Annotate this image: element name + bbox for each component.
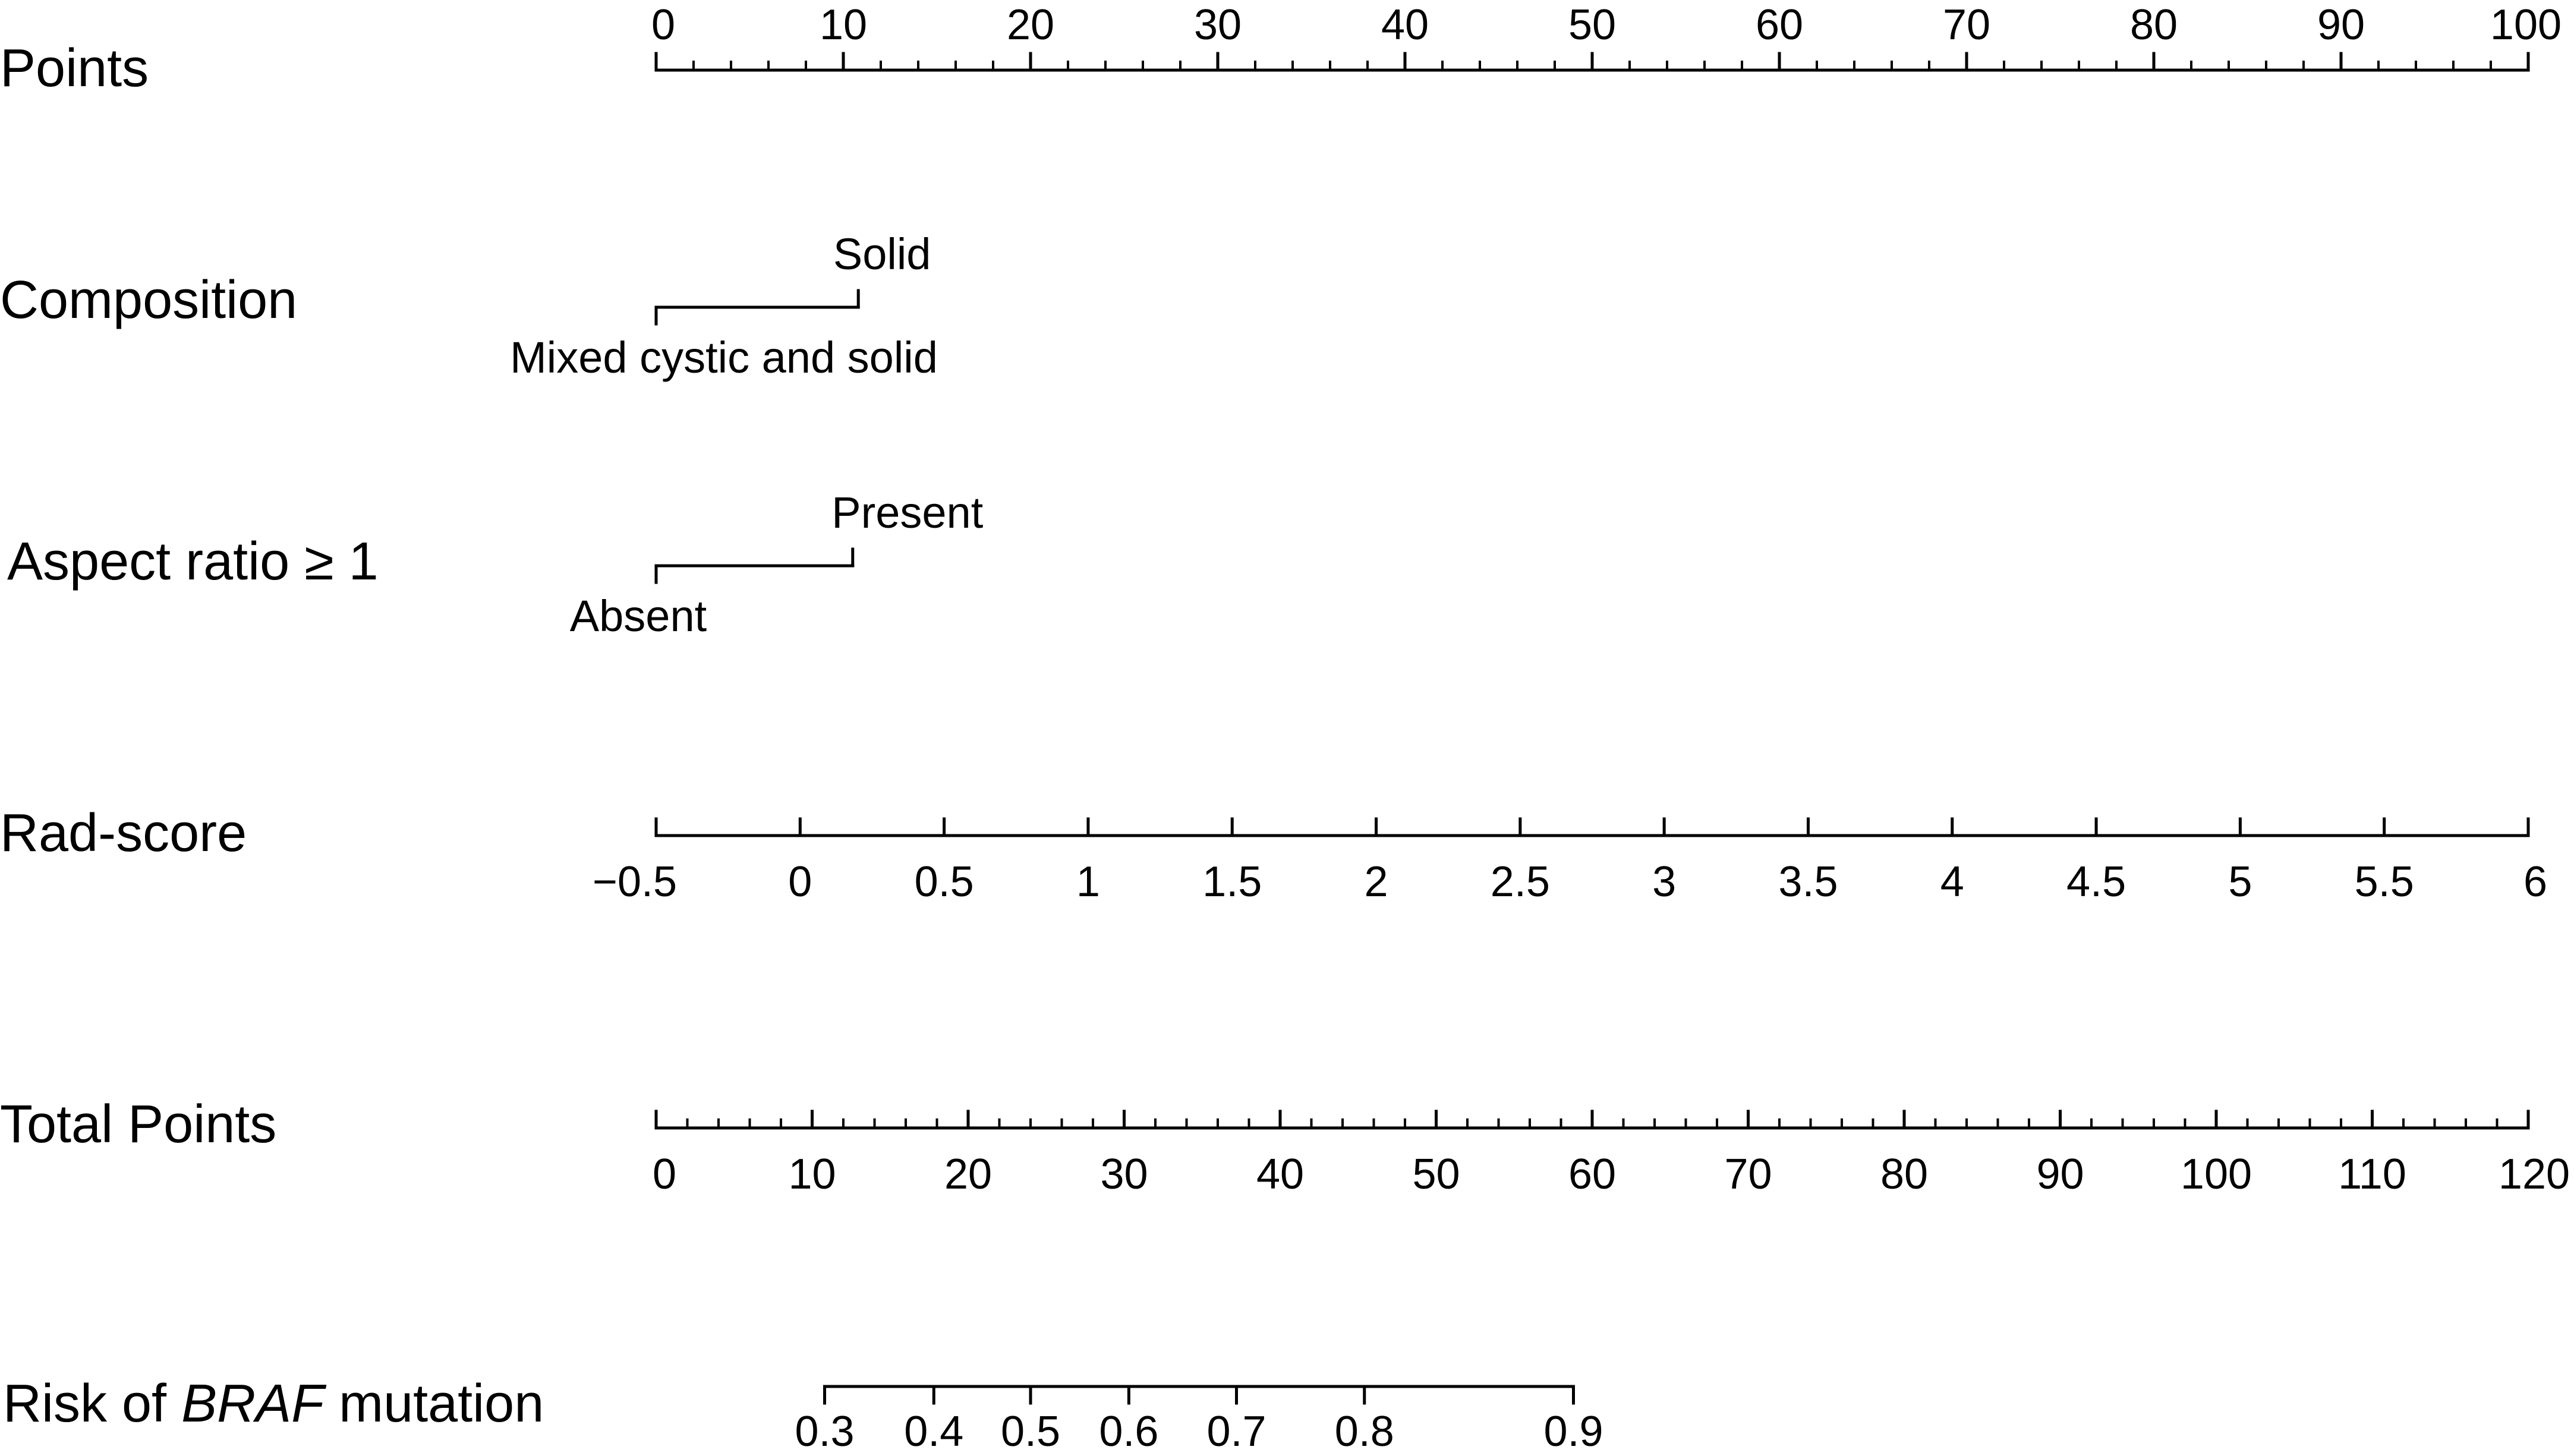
row-label-points: Points [0,39,149,98]
risk-tick-label: 0.9 [1543,1408,1603,1455]
composition-category-label: Solid [833,229,931,279]
total-points-tick-label: 110 [2338,1151,2406,1198]
points-tick-label: 30 [1194,1,1242,49]
risk-tick-label: 0.8 [1335,1408,1394,1455]
row-label-risk: Risk of BRAF mutation [3,1374,544,1433]
points-tick-label: 60 [1756,1,1803,49]
points-tick-label: 50 [1568,1,1616,49]
row-label-total-points: Total Points [0,1095,276,1154]
row-label-risk-post: mutation [324,1374,544,1433]
composition-category-label: Mixed cystic and solid [510,333,938,382]
rad-score-tick-label: 5.5 [2355,858,2414,906]
row-label-aspect-ratio: Aspect ratio ≥ 1 [7,532,379,591]
total-points-tick-label: 50 [1412,1151,1460,1198]
rad-score-tick-label: 3.5 [1778,858,1838,906]
row-label-risk-gene: BRAF [181,1374,327,1433]
risk-tick-label: 0.5 [1001,1408,1060,1455]
rad-score-tick-label: 3 [1652,858,1676,906]
total-points-tick-label: 30 [1100,1151,1148,1198]
points-tick-label: 0 [651,1,675,49]
points-tick-label: 100 [2490,1,2562,49]
rad-score-tick-label: 1.5 [1202,858,1262,906]
points-tick-label: 70 [1943,1,1990,49]
points-axis: 0 10 20 30 40 50 60 70 80 90 100 [651,1,2562,72]
points-tick-label: 10 [820,1,867,49]
aspect-ratio-axis: Absent Present [570,488,984,641]
aspect_ratio-category-label: Absent [570,591,707,641]
row-label-risk-pre: Risk of [3,1374,181,1433]
risk-axis: 0.3 0.4 0.5 0.6 0.7 0.8 0.9 [795,1385,1603,1455]
risk-tick-label: 0.7 [1206,1408,1266,1455]
risk-tick-label: 0.6 [1099,1408,1158,1455]
total-points-tick-label: 60 [1568,1151,1616,1198]
rad-score-tick-label: 4 [1940,858,1964,906]
total-points-tick-label: 40 [1256,1151,1304,1198]
rad-score-tick-label: −0.5 [593,858,677,906]
rad-score-tick-label: 1 [1076,858,1100,906]
total-points-tick-label: 20 [944,1151,992,1198]
rad-score-tick-label: 2.5 [1491,858,1550,906]
points-tick-label: 20 [1007,1,1054,49]
aspect_ratio-category-label: Present [831,488,983,537]
points-tick-label: 80 [2130,1,2178,49]
risk-tick-label: 0.4 [904,1408,963,1455]
total-points-tick-label: 120 [2499,1151,2570,1198]
total-points-tick-label: 70 [1724,1151,1772,1198]
composition-axis: Mixed cystic and solid Solid [510,229,938,382]
rad-score-tick-label: 6 [2523,858,2547,906]
points-tick-label: 90 [2317,1,2365,49]
risk-tick-label: 0.3 [795,1408,854,1455]
row-label-composition: Composition [0,270,297,330]
rad-score-tick-label: 2 [1365,858,1388,906]
points-tick-label: 40 [1381,1,1429,49]
rad-score-tick-label: 4.5 [2066,858,2126,906]
total-points-tick-label: 100 [2181,1151,2252,1198]
total-points-tick-label: 10 [788,1151,836,1198]
total-points-tick-label: 0 [653,1151,676,1198]
row-label-rad-score: Rad-score [0,803,247,863]
total-points-tick-label: 90 [2036,1151,2084,1198]
rad-score-axis: −0.5 0 0.5 1 1.5 2 2.5 3 3.5 4 4.5 5 5.5 6 [593,817,2547,906]
total-points-axis: 0 10 20 30 40 50 60 70 80 90 100 110 120 [653,1110,2570,1198]
rad-score-tick-label: 5 [2228,858,2252,906]
total-points-tick-label: 80 [1880,1151,1928,1198]
rad-score-tick-label: 0 [788,858,812,906]
rad-score-tick-label: 0.5 [915,858,974,906]
